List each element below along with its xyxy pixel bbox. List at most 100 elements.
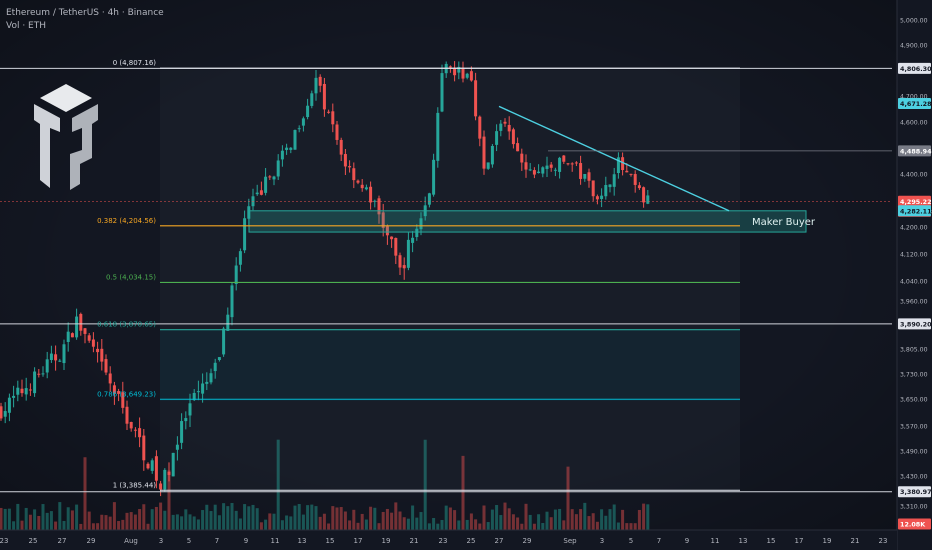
volume-bar bbox=[125, 512, 129, 530]
candle-body bbox=[427, 193, 431, 205]
y-tick-label: 4,200.00 bbox=[900, 225, 928, 232]
volume-bar bbox=[41, 504, 45, 530]
price-tag-label: 3,380.97 bbox=[900, 488, 932, 496]
x-tick-label: 5 bbox=[629, 537, 633, 545]
candle-body bbox=[612, 174, 616, 187]
candle-body bbox=[16, 387, 20, 395]
candle-body bbox=[587, 172, 591, 181]
x-tick-label: 17 bbox=[795, 537, 804, 545]
candle-body bbox=[150, 460, 154, 471]
candle-body bbox=[511, 129, 515, 145]
volume-bar bbox=[537, 514, 541, 530]
candle-body bbox=[301, 118, 305, 126]
candle-body bbox=[70, 333, 74, 338]
candle-body bbox=[545, 165, 549, 169]
candle-body bbox=[415, 228, 419, 238]
candle-body bbox=[537, 171, 541, 174]
volume-bar bbox=[444, 505, 448, 530]
candle-body bbox=[66, 331, 70, 342]
volume-bar bbox=[432, 518, 436, 530]
volume-bar bbox=[222, 503, 226, 530]
volume-bar bbox=[461, 455, 465, 530]
volume-bar bbox=[482, 505, 486, 530]
volume-bar bbox=[301, 514, 305, 530]
volume-bar bbox=[520, 523, 524, 530]
volume-bar bbox=[642, 503, 646, 530]
y-tick-label: 4,700.00 bbox=[900, 94, 928, 101]
volume-bar bbox=[415, 517, 419, 530]
x-tick-label: 23 bbox=[0, 537, 8, 545]
x-tick-label: 13 bbox=[298, 537, 307, 545]
price-tag bbox=[898, 145, 931, 157]
volume-bar bbox=[608, 509, 612, 530]
volume-bar bbox=[390, 512, 394, 530]
volume-bar bbox=[532, 523, 536, 530]
x-tick-label: 19 bbox=[823, 537, 832, 545]
volume-bars bbox=[0, 439, 650, 530]
candle-body bbox=[96, 348, 100, 353]
candle-body bbox=[457, 66, 461, 73]
candle-body bbox=[238, 251, 242, 265]
volume-bar bbox=[553, 509, 557, 530]
volume-bar bbox=[188, 514, 192, 530]
x-tick-label: 29 bbox=[523, 537, 532, 545]
candle-body bbox=[285, 147, 289, 150]
y-tick-label: 4,120.00 bbox=[900, 252, 928, 259]
y-tick-label: 3,805.00 bbox=[900, 347, 928, 354]
fib-level-label: 0.618 (3,870.65) bbox=[97, 321, 156, 329]
candle-body bbox=[129, 421, 133, 429]
volume-bar bbox=[112, 502, 116, 530]
volume-bar bbox=[541, 523, 545, 530]
candle-body bbox=[482, 136, 486, 169]
candle-body bbox=[385, 226, 389, 236]
candle-body bbox=[364, 187, 368, 190]
candle-body bbox=[604, 184, 608, 197]
volume-bar bbox=[154, 506, 158, 530]
candle-body bbox=[339, 139, 343, 155]
candle-body bbox=[608, 184, 612, 188]
candle-body bbox=[469, 71, 473, 81]
x-tick-label: 5 bbox=[187, 537, 191, 545]
volume-bar bbox=[108, 516, 112, 530]
candle-body bbox=[264, 176, 268, 193]
candle-body bbox=[196, 391, 200, 393]
candle-body bbox=[272, 176, 276, 180]
candle-body bbox=[54, 354, 58, 361]
fib-level-label: 0 (4,807.16) bbox=[113, 59, 157, 67]
volume-bar bbox=[503, 502, 507, 530]
volume-bar bbox=[280, 520, 284, 530]
candle-body bbox=[146, 463, 150, 469]
volume-bar bbox=[238, 518, 242, 530]
x-tick-label: 25 bbox=[29, 537, 38, 545]
maker-buyer-zone bbox=[248, 210, 807, 233]
price-tag bbox=[898, 62, 931, 74]
fib-level-label: 0.382 (4,204.56) bbox=[97, 217, 156, 225]
volume-bar bbox=[570, 509, 574, 530]
y-tick-label: 3,570.00 bbox=[900, 424, 928, 431]
volume-bar bbox=[343, 511, 347, 530]
candle-body bbox=[436, 112, 440, 161]
volume-bar bbox=[100, 514, 104, 530]
x-tick-label: 25 bbox=[467, 537, 476, 545]
volume-bar bbox=[0, 507, 3, 530]
candle-body bbox=[528, 169, 532, 171]
y-tick-label: 4,600.00 bbox=[900, 120, 928, 127]
volume-bar bbox=[377, 523, 381, 530]
candle-body bbox=[217, 357, 221, 361]
volume-bar bbox=[276, 439, 280, 530]
price-tag-label: 4,806.30 bbox=[900, 65, 932, 73]
price-tag bbox=[898, 486, 931, 498]
volume-bar bbox=[625, 523, 629, 530]
candle-body bbox=[310, 93, 314, 106]
volume-bar bbox=[406, 518, 410, 530]
candle-body bbox=[3, 411, 7, 417]
volume-bar bbox=[360, 513, 364, 530]
volume-bar bbox=[268, 513, 272, 530]
candle-body bbox=[184, 418, 188, 422]
volume-bar bbox=[163, 510, 167, 530]
y-tick-label: 3,730.00 bbox=[900, 372, 928, 379]
volume-bar bbox=[37, 515, 41, 530]
candle-body bbox=[297, 128, 301, 130]
volume-bar bbox=[117, 521, 121, 530]
